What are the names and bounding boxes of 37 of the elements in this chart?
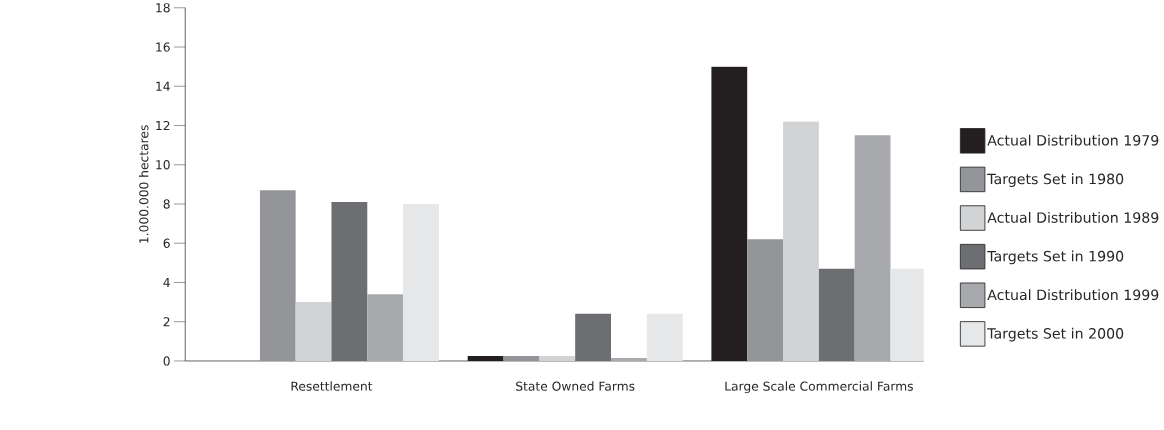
bar [747, 239, 784, 362]
y-tick-label: 0 [163, 356, 170, 366]
y-tick-label: 14 [156, 81, 170, 91]
x-tick-label: Large Scale Commercial Farms [725, 381, 913, 394]
y-tick-label: 18 [156, 3, 170, 13]
y-tick-label: 12 [156, 121, 170, 131]
y-tick-label: 8 [163, 199, 170, 209]
legend-label: Actual Distribution 1989 [987, 212, 1159, 224]
bar [646, 314, 683, 362]
bar [854, 135, 891, 362]
bar [467, 356, 504, 362]
bar [259, 190, 296, 362]
bar [367, 294, 404, 362]
legend-label: Targets Set in 2000 [987, 328, 1124, 342]
bar [890, 268, 924, 362]
y-tick-label: 4 [163, 278, 170, 288]
y-tick-label: 2 [163, 317, 170, 327]
x-tick-label: State Owned Farms [516, 381, 635, 391]
y-tick-label: 10 [156, 160, 170, 170]
bar [711, 66, 748, 362]
bar [783, 121, 819, 362]
legend-label: Targets Set in 1990 [987, 250, 1124, 265]
x-tick-label: Resettlement [291, 381, 373, 391]
legend-label: Actual Distribution 1979 [987, 134, 1159, 146]
legend-label: Targets Set in 1980 [987, 173, 1124, 188]
bar [403, 204, 439, 362]
y-tick-label: 6 [163, 238, 170, 249]
bar [539, 356, 576, 362]
bar [295, 302, 332, 362]
legend-label: Actual Distribution 1999 [987, 289, 1159, 301]
bar [575, 314, 611, 362]
bar [818, 268, 855, 362]
bar [331, 202, 368, 362]
bar [503, 356, 540, 362]
bar [610, 358, 647, 362]
y-axis-title: 1.000.000 hectares [138, 125, 149, 243]
y-tick-label: 16 [156, 42, 170, 52]
